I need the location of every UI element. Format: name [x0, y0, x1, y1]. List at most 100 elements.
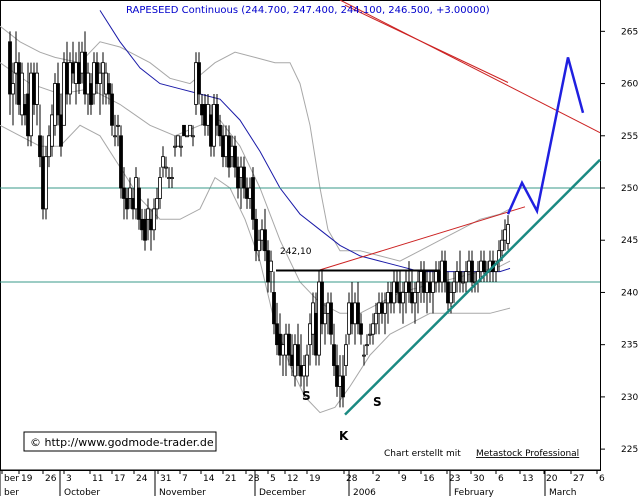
candle-body — [143, 218, 147, 241]
candle-body — [350, 302, 354, 325]
candle-body — [332, 344, 336, 366]
candle-body — [56, 83, 60, 116]
candle-body — [326, 302, 330, 314]
candle — [272, 271, 276, 335]
candle-body — [65, 62, 69, 95]
candle-body — [59, 114, 63, 147]
candle-body — [251, 177, 255, 220]
candle — [50, 104, 54, 157]
moving-average-line — [99, 10, 511, 273]
x-tick-label: 6 — [599, 474, 605, 484]
watermark-link[interactable]: © http://www.godmode-trader.de — [30, 436, 214, 449]
candle — [320, 271, 324, 335]
candle — [197, 52, 201, 105]
candle-body — [218, 124, 222, 137]
candle-body — [107, 83, 111, 95]
candle — [311, 292, 315, 356]
candle-body — [365, 344, 369, 347]
candle-body — [341, 375, 345, 398]
candle-body — [323, 312, 327, 325]
x-tick-label: 14 — [203, 474, 215, 484]
downtrend-line — [339, 0, 601, 134]
candle-body — [152, 208, 156, 231]
candle — [248, 177, 252, 209]
candle-body — [23, 104, 27, 116]
candle — [266, 240, 270, 293]
candle-body — [167, 177, 171, 179]
candle — [308, 313, 312, 366]
credit-link[interactable]: Metastock Professional — [476, 449, 579, 459]
candle — [149, 208, 153, 251]
candle-body — [164, 166, 168, 169]
candle — [353, 292, 357, 345]
resistance-rising-line — [317, 206, 526, 271]
candle-body — [113, 135, 117, 138]
candle-body — [362, 354, 366, 357]
candle — [278, 313, 282, 366]
candle-body — [233, 145, 237, 168]
candle-body — [8, 41, 12, 95]
candle — [245, 177, 249, 209]
candle — [188, 124, 192, 137]
candle-body — [209, 114, 213, 147]
candle — [299, 334, 303, 387]
candle-body — [479, 260, 483, 272]
candle — [356, 282, 360, 335]
candle — [107, 73, 111, 105]
candle-body — [212, 104, 216, 147]
x-tick-label: 16 — [423, 474, 435, 484]
x-tick-label: 2 — [375, 474, 381, 484]
candle — [71, 41, 75, 84]
candle-body — [41, 156, 45, 210]
candle — [383, 292, 387, 335]
candle — [53, 73, 57, 136]
x-tick-label: 27 — [573, 474, 584, 484]
y-tick-label: 245 — [621, 236, 638, 246]
candle — [155, 188, 159, 220]
candle-body — [458, 271, 462, 283]
x-tick-label: 19 — [21, 474, 33, 484]
candle — [443, 250, 447, 293]
candle-body — [266, 250, 270, 283]
candle — [503, 219, 507, 251]
candle-body — [128, 187, 132, 199]
candle — [182, 124, 186, 137]
candle — [92, 52, 96, 105]
candle-body — [275, 323, 279, 346]
candle — [284, 323, 288, 376]
candle-body — [95, 62, 99, 84]
candle — [65, 41, 69, 105]
candle-body — [140, 218, 144, 231]
y-tick-label: 235 — [621, 341, 638, 351]
x-tick-label: 11 — [92, 474, 103, 484]
candle — [305, 344, 309, 387]
candle-body — [413, 292, 417, 304]
candle — [374, 302, 378, 335]
candle — [41, 135, 45, 220]
candle-body — [14, 62, 18, 74]
candle-body — [506, 224, 510, 244]
candle-body — [383, 302, 387, 314]
candle-body — [380, 302, 384, 314]
candle-body — [416, 281, 420, 293]
rising-support-line — [344, 158, 601, 416]
candle-body — [359, 323, 363, 335]
candle-body — [62, 62, 66, 126]
candle — [173, 135, 177, 157]
candle-body — [338, 375, 342, 387]
candle-body — [29, 72, 33, 137]
candle-body — [272, 292, 276, 325]
candle — [236, 156, 240, 199]
candle — [410, 271, 414, 314]
credit-prefix: Chart erstellt mit — [384, 449, 461, 459]
candle — [95, 52, 99, 94]
candle-body — [71, 62, 75, 74]
candle-body — [446, 281, 450, 304]
candle — [212, 94, 216, 157]
left-shoulder-label: S — [302, 389, 311, 403]
candle-body — [68, 62, 72, 95]
candle-body — [98, 72, 102, 84]
candle-body — [449, 292, 453, 304]
candle — [206, 94, 210, 136]
candle — [365, 334, 369, 356]
